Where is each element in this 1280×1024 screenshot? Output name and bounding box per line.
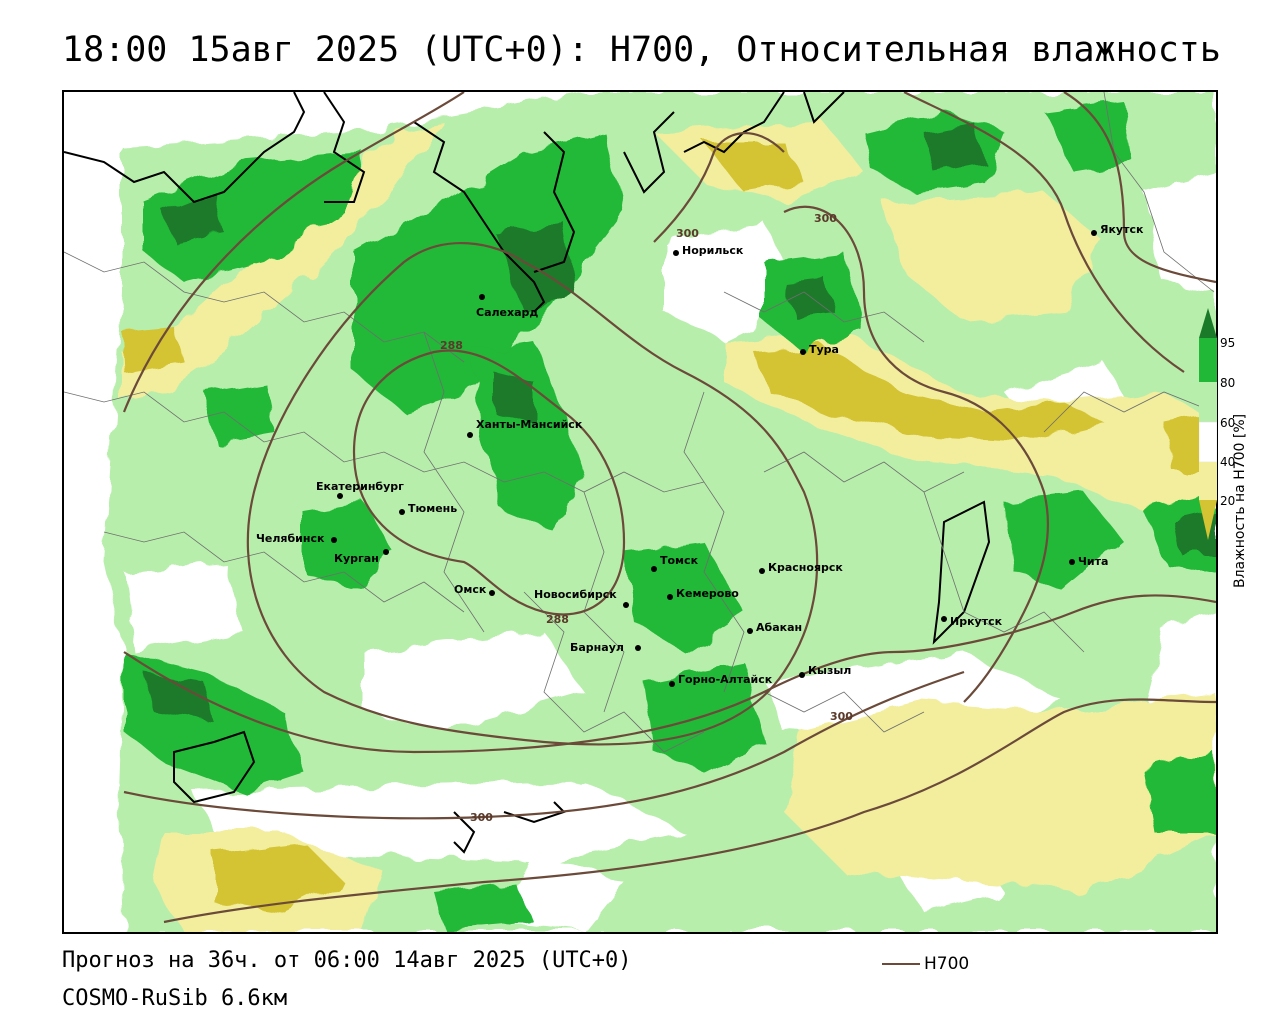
- city-label: Курган: [334, 552, 379, 565]
- contour-label: 288: [440, 339, 463, 352]
- city-norilsk: Норильск: [673, 244, 744, 257]
- colorbar-tick: 20: [1220, 494, 1236, 508]
- colorbar-20-40: [1199, 462, 1217, 500]
- city-tyumen: Тюмень: [399, 502, 457, 515]
- city-yakutsk: Якутск: [1091, 223, 1144, 236]
- city-label: Чита: [1078, 555, 1108, 568]
- contour-label: 300: [470, 811, 493, 824]
- humidity-colorbar: [1198, 308, 1218, 540]
- city-label: Якутск: [1100, 223, 1144, 236]
- city-label: Томск: [660, 554, 699, 567]
- city-label: Тура: [809, 343, 839, 356]
- city-tomsk: Томск: [651, 554, 699, 572]
- city-label: Иркутск: [950, 615, 1003, 628]
- city-label: Салехард: [476, 306, 538, 319]
- h700-contours: [122, 92, 1216, 924]
- map-title: 18:00 15авг 2025 (UTC+0): H700, Относите…: [62, 30, 1221, 70]
- legend-line-swatch: [882, 963, 920, 965]
- forecast-info: Прогноз на 36ч. от 06:00 14авг 2025 (UTC…: [62, 948, 632, 973]
- map-canvas: 300 300 288 288 300 300 Норильск Якутск …: [64, 92, 1216, 932]
- colorbar-title: Влажность на H700 [%]: [1232, 413, 1248, 588]
- city-salekhard: Салехард: [476, 294, 538, 319]
- city-gorno-altaysk: Горно-Алтайск: [669, 673, 773, 687]
- city-barnaul: Барнаул: [570, 641, 641, 654]
- city-label: Барнаул: [570, 641, 624, 654]
- colorbar-arrow-top: [1199, 308, 1217, 338]
- city-kemerovo: Кемерово: [667, 587, 739, 600]
- city-markers: Норильск Якутск Салехард Тура Ханты-Манс…: [256, 223, 1144, 687]
- city-abakan: Абакан: [747, 621, 802, 634]
- city-yekaterinburg: Екатеринбург: [316, 480, 404, 499]
- colorbar-swatches: [1198, 308, 1218, 540]
- city-khanty-mansiysk: Ханты-Мансийск: [467, 418, 583, 438]
- humidity-95-plus: [144, 122, 1216, 722]
- contour-label-group: 300 300 288 288 300 300: [440, 212, 853, 824]
- model-name: COSMO-RuSib 6.6км: [62, 986, 288, 1011]
- legend-label: H700: [924, 954, 970, 974]
- city-label: Омск: [454, 583, 487, 596]
- contour-label: 300: [814, 212, 837, 225]
- city-label: Екатеринбург: [316, 480, 404, 493]
- city-label: Красноярск: [768, 561, 843, 574]
- city-chelyabinsk: Челябинск: [256, 532, 337, 545]
- colorbar-80-95: [1199, 338, 1217, 382]
- city-novosibirsk: Новосибирск: [534, 588, 629, 608]
- colorbar-tick: 95: [1220, 336, 1236, 350]
- humidity-below-20: [122, 142, 1216, 912]
- colorbar-arrow-bottom: [1199, 500, 1217, 540]
- contour-label: 288: [546, 613, 569, 626]
- city-krasnoyarsk: Красноярск: [759, 561, 843, 574]
- city-label: Горно-Алтайск: [678, 673, 773, 686]
- city-label: Новосибирск: [534, 588, 617, 601]
- contour-label: 300: [830, 710, 853, 723]
- colorbar-60-80: [1199, 382, 1217, 422]
- city-label: Абакан: [756, 621, 802, 634]
- humidity-field: [104, 92, 1216, 932]
- city-irkutsk: Иркутск: [941, 615, 1003, 628]
- colorbar-tick: 60: [1220, 416, 1236, 430]
- city-label: Челябинск: [256, 532, 325, 545]
- city-label: Тюмень: [408, 502, 457, 515]
- city-label: Норильск: [682, 244, 744, 257]
- colorbar-tick: 80: [1220, 376, 1236, 390]
- contour-label: 300: [676, 227, 699, 240]
- forecast-map: 300 300 288 288 300 300 Норильск Якутск …: [62, 90, 1218, 934]
- city-tura: Тура: [800, 343, 839, 356]
- city-chita: Чита: [1069, 555, 1108, 568]
- colorbar-tick: 40: [1220, 455, 1236, 469]
- city-kyzyl: Кызыл: [799, 664, 851, 678]
- contour-legend: H700: [882, 954, 969, 974]
- region-borders: [64, 92, 1215, 753]
- city-kurgan: Курган: [334, 549, 389, 565]
- colorbar-40-60: [1198, 421, 1218, 463]
- city-label: Кемерово: [676, 587, 739, 600]
- city-label: Ханты-Мансийск: [476, 418, 583, 431]
- city-label: Кызыл: [808, 664, 851, 677]
- city-omsk: Омск: [454, 583, 495, 596]
